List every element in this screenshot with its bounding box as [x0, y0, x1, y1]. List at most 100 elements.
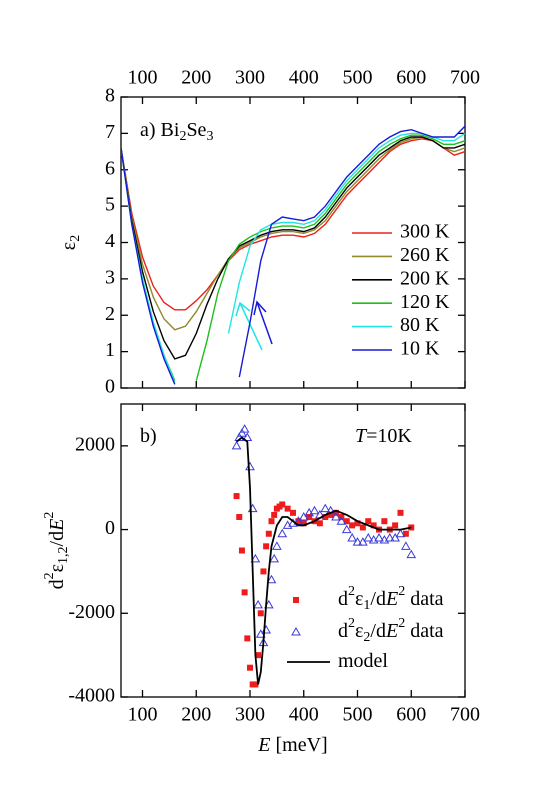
data-line — [121, 136, 465, 331]
text-part: 2 — [363, 630, 370, 645]
text-part: ε — [58, 242, 80, 250]
square-point — [343, 518, 350, 525]
square-point — [370, 522, 377, 529]
y-tick-label: 8 — [105, 85, 115, 107]
legend-label: 200 K — [400, 267, 450, 289]
text-part: /d — [46, 531, 68, 547]
y-axis-label: ε2 — [58, 235, 84, 250]
text-part: T — [355, 425, 368, 447]
arrow — [239, 302, 263, 351]
data-line — [236, 436, 412, 685]
annotation: T=10K — [355, 425, 412, 447]
x-axis-label: E [meV] — [257, 734, 327, 756]
square-point — [397, 509, 404, 516]
text-part: =10K — [366, 425, 412, 447]
text-part: 3 — [206, 129, 213, 144]
square-point — [241, 589, 248, 596]
triangle-point — [363, 532, 374, 542]
x-tick-label: 600 — [396, 704, 426, 726]
data-line — [121, 136, 465, 360]
text-part: ε — [355, 588, 363, 610]
legend-label: 120 K — [400, 291, 450, 313]
triangle-point — [368, 535, 379, 544]
triangle-point — [255, 629, 266, 638]
square-point — [284, 505, 291, 512]
square-point — [247, 664, 253, 671]
square-point — [354, 520, 361, 527]
arrow — [256, 301, 273, 345]
plot-area — [231, 424, 417, 688]
y-tick-label: 3 — [105, 266, 115, 288]
square-point — [263, 543, 270, 550]
legend-label: 300 K — [400, 221, 450, 243]
text-part: E — [385, 588, 398, 610]
plot-frame — [120, 403, 466, 698]
y-axis-label: d2ε1,2/dE2 — [42, 512, 71, 590]
text-part: 2 — [42, 512, 57, 519]
legend-swatch — [291, 626, 301, 636]
legend-label: 10 K — [400, 338, 440, 360]
square-point — [257, 610, 264, 617]
triangle-point — [384, 532, 395, 542]
x-tick-label: 700 — [450, 67, 480, 89]
triangle-point — [320, 503, 331, 513]
y-tick-label: -4000 — [68, 685, 115, 707]
text-part: Se — [186, 119, 206, 141]
square-point — [255, 652, 262, 659]
x-tick-label: 400 — [289, 704, 319, 726]
triangle-point — [237, 428, 247, 437]
text-part: 1 — [363, 598, 370, 613]
triangle-point — [245, 461, 255, 471]
triangle-point — [390, 532, 400, 542]
triangle-point — [331, 512, 341, 521]
square-point — [233, 493, 240, 500]
triangle-point — [253, 599, 263, 609]
triangle-point — [242, 432, 253, 441]
square-point — [322, 514, 329, 521]
square-point — [279, 501, 286, 508]
triangle-point — [352, 537, 363, 546]
square-point — [238, 547, 245, 554]
square-point — [300, 520, 307, 527]
triangle-point — [341, 524, 352, 534]
triangle-point — [401, 541, 411, 550]
text-part: E — [257, 734, 270, 756]
x-tick-label: 500 — [343, 704, 373, 726]
text-part: 2 — [398, 616, 405, 631]
data-line — [121, 125, 465, 385]
text-part: 2 — [179, 129, 186, 144]
square-point — [295, 518, 302, 525]
square-point — [316, 520, 323, 527]
triangle-point — [406, 549, 417, 559]
y-tick-label: 5 — [105, 194, 115, 216]
triangle-point — [347, 532, 357, 542]
x-tick-label: 200 — [181, 67, 211, 89]
annotation: a) Bi2Se3 — [140, 119, 213, 145]
triangle-point — [250, 553, 261, 563]
square-point — [252, 681, 259, 688]
triangle-point — [231, 440, 242, 450]
square-point — [268, 518, 275, 525]
square-point — [402, 530, 409, 537]
triangle-point — [282, 520, 293, 529]
legend-label: d2ε1/dE2 data — [338, 584, 444, 613]
x-tick-label: 200 — [181, 704, 211, 726]
x-tick-label: 100 — [128, 704, 158, 726]
x-tick-label: 500 — [343, 67, 373, 89]
text-part: 2 — [348, 584, 355, 599]
square-point — [365, 518, 372, 525]
square-point — [260, 568, 267, 575]
text-part: 1,2 — [56, 546, 71, 564]
x-tick-label: 300 — [235, 67, 265, 89]
triangle-point — [336, 516, 347, 525]
square-point — [349, 522, 356, 529]
y-tick-label: 0 — [105, 376, 115, 398]
legend-label: 260 K — [400, 244, 450, 266]
text-part: /d — [370, 588, 386, 610]
text-part: b) — [140, 425, 157, 447]
y-tick-label: 6 — [105, 157, 115, 179]
x-tick-label: 700 — [450, 704, 480, 726]
y-tick-label: 7 — [105, 121, 115, 143]
square-point — [244, 635, 251, 642]
legend-label: d2ε2/dE2 data — [338, 616, 444, 645]
